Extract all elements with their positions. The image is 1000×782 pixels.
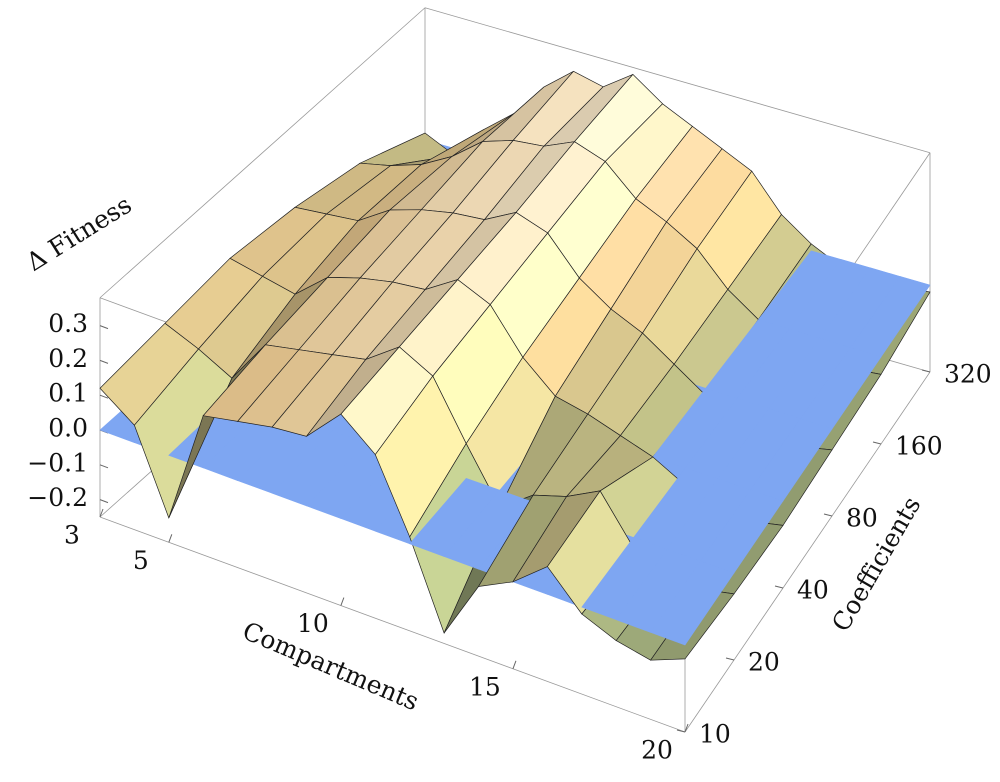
x-tick-label: 3 — [64, 521, 80, 550]
y-tick — [774, 585, 784, 589]
zero-plane — [650, 560, 735, 646]
y-tick-label: 160 — [895, 432, 943, 461]
z-tick — [99, 464, 109, 469]
x-tick-label: 15 — [469, 672, 501, 701]
z-tick — [99, 359, 109, 364]
box-edge — [424, 7, 931, 154]
x-tick-label: 20 — [641, 736, 673, 765]
x-tick — [168, 534, 173, 543]
box-edge — [99, 7, 426, 299]
box-edge — [99, 516, 686, 733]
x-axis-title: Compartments — [238, 616, 423, 716]
y-tick-label: 80 — [846, 504, 878, 533]
y-tick-label: 40 — [797, 576, 829, 605]
y-tick-label: 320 — [944, 360, 992, 389]
box-edge — [684, 371, 931, 733]
x-tick — [684, 723, 689, 733]
y-tick — [725, 657, 735, 661]
z-tick — [99, 499, 109, 504]
z-tick-label: 0.1 — [48, 379, 88, 408]
z-tick — [99, 394, 109, 399]
y-tick-label: 10 — [699, 720, 731, 749]
y-tick — [872, 441, 882, 445]
z-tick-label: −0.2 — [27, 483, 88, 512]
y-tick — [823, 513, 833, 517]
z-tick-label: 0.0 — [48, 414, 88, 443]
z-tick — [99, 325, 109, 330]
z-tick-label: −0.1 — [27, 448, 88, 477]
y-tick-label: 20 — [748, 648, 780, 677]
x-tick — [512, 660, 517, 669]
y-tick — [921, 369, 931, 373]
z-tick-label: 0.2 — [48, 344, 88, 373]
x-tick — [99, 508, 104, 518]
x-tick — [340, 597, 345, 606]
z-axis-title: Δ Fitness — [21, 190, 136, 277]
z-tick-label: 0.3 — [48, 309, 88, 338]
x-tick-label: 10 — [297, 609, 329, 638]
x-tick-label: 5 — [133, 546, 149, 575]
y-tick — [676, 729, 686, 733]
